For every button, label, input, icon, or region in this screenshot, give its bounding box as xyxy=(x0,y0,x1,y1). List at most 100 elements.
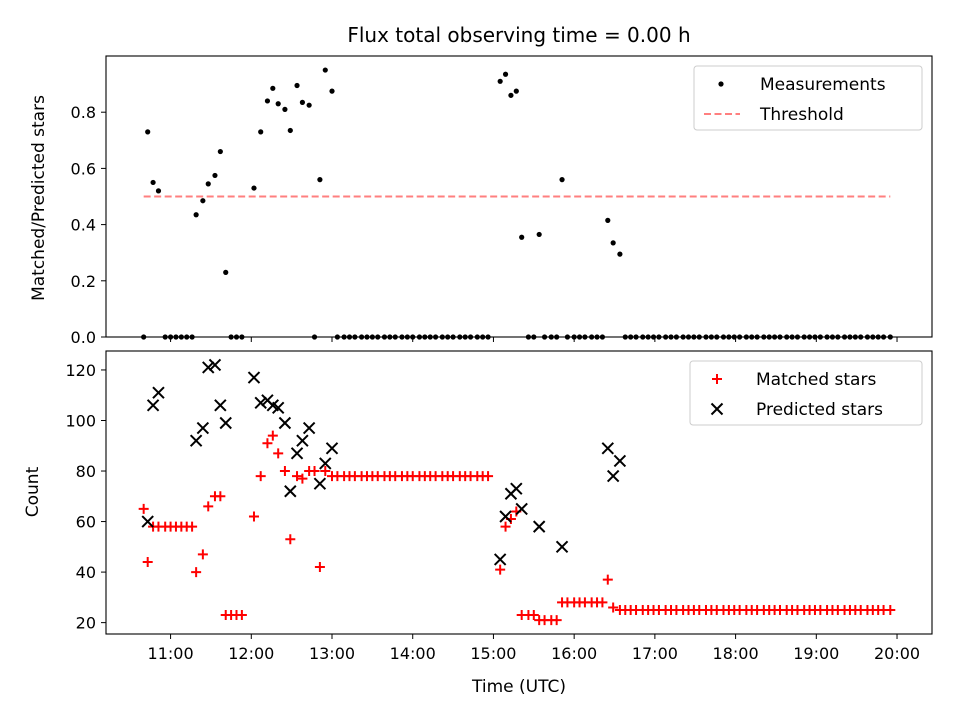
measurement-point xyxy=(264,98,271,104)
ratio-y-tick-label: 0.6 xyxy=(71,159,96,178)
legend-label: Measurements xyxy=(760,75,886,95)
x-tick-label: 17:00 xyxy=(632,644,678,663)
count-legend: Matched stars Predicted stars xyxy=(689,360,923,426)
matched-star-marker xyxy=(602,574,613,585)
measurement-point xyxy=(519,234,525,240)
predicted-star-marker xyxy=(555,540,569,554)
x-axis-label: Time (UTC) xyxy=(471,677,566,697)
count-y-tick-label: 40 xyxy=(76,563,96,582)
predicted-star-marker xyxy=(515,502,528,516)
predicted-star-marker xyxy=(284,485,297,498)
matched-star-marker xyxy=(292,471,303,482)
matched-star-marker xyxy=(203,501,214,512)
matched-star-marker xyxy=(197,549,208,560)
ratio-axes-frame xyxy=(105,55,933,338)
x-tick-label: 13:00 xyxy=(309,644,355,663)
count-y-tick-label: 20 xyxy=(76,614,96,633)
matched-star-marker xyxy=(191,567,202,578)
predicted-star-marker xyxy=(325,442,339,455)
ratio-y-tick-label: 0.4 xyxy=(71,216,96,235)
ratio-y-axis-label: Matched/Predicted stars xyxy=(29,95,49,301)
count-y-axis-label: Count xyxy=(23,466,43,517)
count-panel: Count Time (UTC) 11:00 12:00 13:00 14:00 15:… xyxy=(23,350,933,697)
predicted-star-marker xyxy=(606,469,620,483)
matched-star-marker xyxy=(285,534,296,545)
ratio-y-tick-label: 0.8 xyxy=(71,103,96,122)
count-y-tick-label: 60 xyxy=(76,513,96,532)
predicted-star-marker xyxy=(613,454,627,468)
count-y-tick-label: 80 xyxy=(76,462,96,481)
measurement-point xyxy=(294,82,300,89)
matched-star-marker xyxy=(273,448,284,459)
predicted-star-marker xyxy=(319,457,332,470)
measurement-point xyxy=(617,251,623,257)
predicted-star-marker xyxy=(510,482,523,495)
matched-star-marker xyxy=(262,438,273,449)
matched-star-marker xyxy=(314,562,325,573)
measurement-point xyxy=(150,179,156,186)
predicted-star-marker xyxy=(302,421,316,435)
measurement-point xyxy=(193,212,199,218)
count-y-tick-label: 100 xyxy=(65,411,96,430)
matched-star-marker xyxy=(267,430,278,441)
measurement-point xyxy=(536,231,542,238)
predicted-star-marker xyxy=(141,515,154,528)
measurement-point xyxy=(317,177,323,183)
matched-star-marker xyxy=(885,604,896,615)
x-tick-label: 14:00 xyxy=(390,644,436,663)
x-tick-label: 19:00 xyxy=(793,644,839,663)
measurement-point xyxy=(299,99,306,105)
predicted-star-marker xyxy=(271,401,285,415)
matched-star-marker xyxy=(138,503,149,514)
predicted-star-marker xyxy=(254,396,267,410)
x-tick-label: 15:00 xyxy=(470,644,516,663)
predicted-star-marker xyxy=(208,358,222,372)
legend-x-marker xyxy=(710,402,724,416)
x-tick-label: 18:00 xyxy=(713,644,759,663)
measurement-point xyxy=(200,198,206,204)
measurement-point xyxy=(212,172,218,179)
ratio-axes: 0.0 0.2 0.4 0.6 0.8 xyxy=(71,55,933,347)
ratio-legend: Measurements Threshold xyxy=(693,65,923,131)
count-legend-box xyxy=(689,360,923,426)
ratio-legend-box xyxy=(693,65,923,131)
measurement-point xyxy=(559,177,565,183)
measurement-point xyxy=(282,106,288,112)
measurement-point xyxy=(306,102,312,108)
count-y-tick-label: 120 xyxy=(65,361,96,380)
x-tick-label: 16:00 xyxy=(551,644,597,663)
matched-star-marker xyxy=(483,471,494,482)
measurement-point xyxy=(508,92,514,98)
measurement-point xyxy=(275,101,281,107)
matched-star-marker xyxy=(187,521,198,532)
matched-star-marker xyxy=(495,564,506,575)
measurement-point xyxy=(145,129,151,135)
predicted-star-marker xyxy=(247,371,261,384)
predicted-star-marker xyxy=(290,447,304,460)
measurement-point xyxy=(155,188,162,194)
count-axes: 11:00 12:00 13:00 14:00 15:00 16:00 17:00 18:00… xyxy=(65,350,933,663)
predicted-star-marker xyxy=(152,386,165,399)
measurement-point xyxy=(287,127,293,134)
ratio-y-tick-label: 0.0 xyxy=(71,328,96,347)
x-tick-label: 11:00 xyxy=(148,644,194,663)
measurement-point xyxy=(610,240,616,246)
matched-star-marker xyxy=(320,466,331,477)
predicted-star-marker xyxy=(313,477,327,490)
matched-star-marker xyxy=(255,471,266,482)
measurement-point xyxy=(497,78,503,84)
count-axes-frame xyxy=(105,350,933,635)
legend-dot-marker xyxy=(718,81,724,87)
count-plot-area xyxy=(138,358,896,626)
legend-label: Predicted stars xyxy=(756,400,883,420)
matched-star-marker xyxy=(608,602,619,613)
legend-plus-marker xyxy=(712,374,722,384)
predicted-star-marker xyxy=(202,361,215,374)
predicted-star-marker xyxy=(278,416,292,430)
chart-title: Flux total observing time = 0.00 h xyxy=(347,23,690,47)
measurement-point xyxy=(502,71,509,77)
matched-star-marker xyxy=(297,473,308,484)
matched-star-marker xyxy=(528,610,539,621)
matched-star-marker xyxy=(551,615,562,626)
